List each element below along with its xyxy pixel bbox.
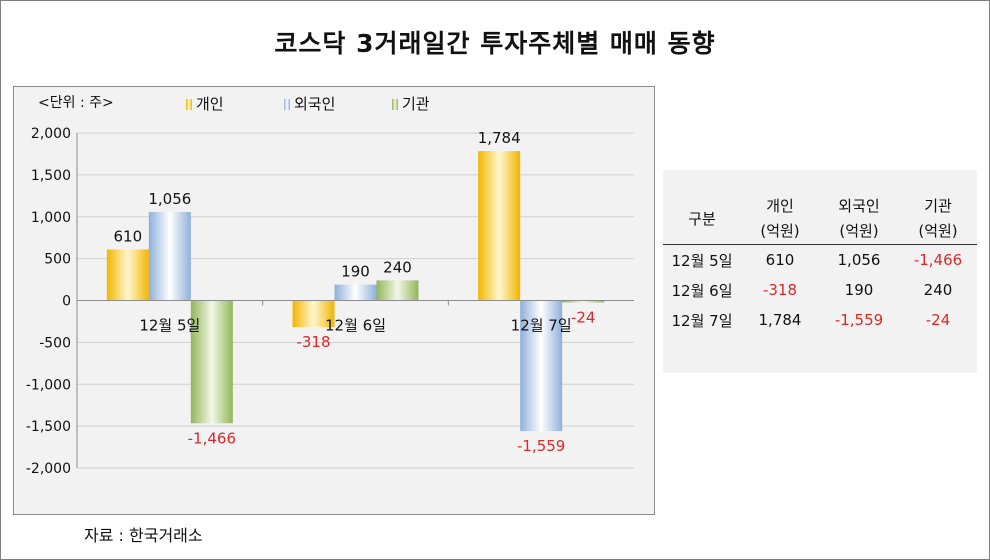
data-label: 190 — [341, 263, 370, 281]
bar-individual — [292, 300, 335, 328]
data-table-panel: 구분 개인 (억원) 외국인 (억원) 기관 (억원) 12월 5일 610 1,0… — [663, 170, 977, 373]
legend-label: 개인 — [196, 95, 224, 113]
y-tick-label: -2,000 — [26, 461, 71, 477]
bar-institution — [376, 280, 419, 301]
bar-institution — [190, 300, 233, 424]
unit-label: <단위 : 주> — [38, 95, 114, 111]
table-corner-header: 구분 — [688, 209, 716, 228]
labels: 2,000 1,500 1,000 500 0 -500 -1,000 -1,500 -2,00… — [26, 126, 596, 477]
x-category-label: 12월 6일 — [325, 317, 386, 335]
bar-foreign — [520, 300, 563, 432]
legend: 개인 외국인 기관 — [186, 95, 430, 113]
table-header-individual: 개인 (억원) — [741, 194, 819, 245]
x-category-label: 12월 5일 — [139, 317, 200, 335]
source-note: 자료 : 한국거래소 — [84, 526, 203, 545]
data-label: -1,466 — [188, 429, 236, 447]
bars — [106, 151, 605, 432]
table-cell: -1,559 — [834, 311, 884, 329]
legend-swatch — [284, 99, 290, 110]
table-row: 12월 5일 610 1,056 -1,466 — [663, 245, 977, 276]
y-tick-label: -1,500 — [26, 419, 71, 435]
figure-title: 코스닥 3거래일간 투자주체별 매매 동향 — [274, 29, 716, 58]
legend-label: 기관 — [402, 95, 430, 113]
table-row: 12월 7일 1,784 -1,559 -24 — [663, 305, 977, 335]
header-name: 개인 — [766, 197, 794, 215]
x-category-label: 12월 7일 — [511, 317, 572, 335]
table-cell: 190 — [844, 281, 874, 299]
data-table: 구분 개인 (억원) 외국인 (억원) 기관 (억원) 12월 5일 610 1,0… — [663, 194, 977, 335]
table-header-foreign: 외국인 (억원) — [819, 194, 899, 245]
data-label: 1,784 — [478, 129, 521, 147]
table-cell: 1,784 — [758, 311, 802, 329]
table-cell: 610 — [765, 251, 795, 269]
y-tick-label: 2,000 — [31, 126, 71, 142]
bar-foreign — [148, 212, 191, 301]
row-date: 12월 6일 — [671, 281, 733, 300]
bar-individual — [478, 151, 521, 301]
table-header-row: 구분 개인 (억원) 외국인 (억원) 기관 (억원) — [663, 194, 977, 245]
zero-line — [76, 133, 634, 468]
row-date: 12월 5일 — [671, 251, 733, 270]
table-cell: -1,466 — [913, 251, 963, 269]
data-label: 610 — [114, 227, 143, 245]
row-date: 12월 7일 — [671, 311, 733, 330]
y-tick-label: -1,000 — [26, 377, 71, 393]
bar-chart: 2,000 1,500 1,000 500 0 -500 -1,000 -1,500 -2,00… — [26, 95, 634, 477]
table-cell: 1,056 — [837, 251, 881, 269]
data-label: 240 — [383, 258, 412, 276]
y-tick-label: 0 — [62, 294, 71, 310]
data-label: -24 — [571, 309, 596, 327]
data-label: -318 — [296, 333, 330, 351]
data-label: 1,056 — [148, 190, 191, 208]
chart-area: 2,000 1,500 1,000 500 0 -500 -1,000 -1,500 -2,00… — [13, 86, 655, 515]
table-row: 12월 6일 -318 190 240 — [663, 275, 977, 305]
header-unit: (억원) — [918, 222, 958, 240]
header-name: 외국인 — [838, 197, 880, 215]
bar-foreign — [334, 284, 377, 301]
header-unit: (억원) — [839, 222, 879, 240]
legend-swatch — [186, 99, 192, 110]
y-tick-label: -500 — [39, 335, 71, 351]
y-tick-label: 1,500 — [31, 168, 71, 184]
bar-individual — [106, 249, 149, 301]
bar-institution — [562, 300, 605, 303]
table-cell: -318 — [762, 281, 798, 299]
table-cell: -24 — [925, 311, 951, 329]
legend-label: 외국인 — [294, 95, 335, 113]
table-body: 12월 5일 610 1,056 -1,466 12월 6일 -318 190 240 12월 … — [663, 245, 977, 336]
y-tick-label: 1,000 — [31, 210, 71, 226]
y-tick-label: 500 — [44, 252, 71, 268]
header-name: 기관 — [924, 197, 952, 215]
data-label: -1,559 — [517, 437, 565, 455]
header-unit: (억원) — [760, 222, 800, 240]
table-header-institution: 기관 (억원) — [899, 194, 977, 245]
table-cell: 240 — [923, 281, 953, 299]
legend-swatch — [392, 99, 398, 110]
